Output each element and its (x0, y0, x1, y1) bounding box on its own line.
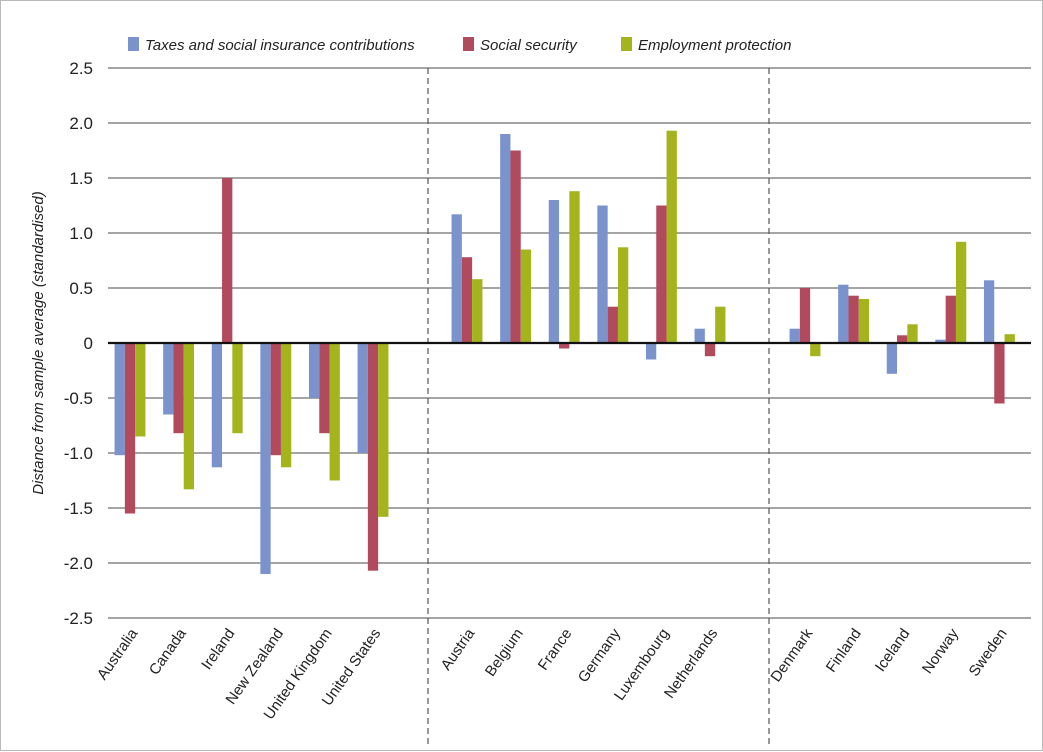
bar-iceland-series-1 (886, 343, 898, 374)
bar-australia-series-3 (135, 343, 146, 437)
y-tick-label: -1.0 (64, 444, 93, 463)
bar-canada-series-3 (183, 343, 195, 490)
bar-united-kingdom-series-1 (308, 343, 320, 398)
y-tick-label: 2.0 (69, 114, 93, 133)
bar-iceland-series-3 (907, 324, 918, 343)
bar-norway-series-2 (945, 295, 956, 343)
bar-norway-series-1 (935, 339, 946, 343)
y-axis-label: Distance from sample average (standardis… (30, 191, 47, 494)
y-tick-label: 0 (84, 334, 93, 353)
bar-belgium-series-2 (510, 150, 521, 343)
y-tick-label: -2.0 (64, 554, 93, 573)
bar-austria-series-2 (461, 257, 473, 343)
y-tick-label: -0.5 (64, 389, 93, 408)
bar-australia-series-1 (114, 343, 125, 456)
bar-united-kingdom-series-3 (329, 343, 340, 481)
bar-germany-series-2 (607, 306, 618, 343)
bar-australia-series-2 (124, 343, 136, 514)
bar-sweden-series-1 (983, 280, 995, 343)
bar-ireland-series-1 (211, 343, 223, 468)
bar-united-states-series-1 (357, 343, 368, 453)
legend-label: Social security (480, 37, 578, 54)
bar-ireland-series-2 (222, 178, 233, 343)
legend-swatch (621, 37, 632, 51)
x-category-label: Austria (438, 625, 479, 674)
bar-new-zealand-series-2 (270, 343, 281, 456)
bars (114, 130, 1015, 574)
bar-luxembourg-series-2 (656, 205, 667, 343)
bar-austria-series-1 (451, 214, 462, 343)
bar-netherlands-series-3 (715, 306, 726, 343)
x-category-label: Norway (919, 625, 962, 677)
bar-netherlands-series-1 (694, 328, 705, 343)
y-tick-label: 1.0 (69, 224, 93, 243)
legend: Taxes and social insurance contributions… (128, 37, 791, 54)
bar-france-series-1 (548, 200, 560, 343)
x-category-label: Belgium (482, 626, 527, 680)
y-tick-label: -1.5 (64, 499, 93, 518)
bar-canada-series-1 (163, 343, 174, 415)
bar-finland-series-1 (838, 284, 849, 343)
x-category-label: Australia (94, 625, 142, 683)
y-tick-label: 0.5 (69, 279, 93, 298)
bar-austria-series-3 (472, 279, 483, 343)
bar-ireland-series-3 (232, 343, 243, 434)
bar-united-states-series-3 (378, 343, 389, 517)
legend-label: Employment protection (638, 37, 791, 54)
bar-new-zealand-series-3 (280, 343, 292, 468)
bar-sweden-series-3 (1004, 334, 1015, 343)
group-separators (427, 68, 770, 746)
bar-finland-series-3 (858, 299, 870, 343)
bar-denmark-series-3 (810, 343, 821, 357)
bar-norway-series-3 (955, 241, 967, 343)
bar-germany-series-1 (597, 205, 608, 343)
y-axis-ticks: 2.5 2.0 1.5 1.0 0.5 0 -0.5 -1.0 -1.5 -2.0 -2.5 (64, 59, 93, 628)
x-category-label: Canada (146, 625, 190, 678)
bar-denmark-series-2 (799, 288, 811, 343)
bar-netherlands-series-2 (704, 343, 716, 357)
bar-new-zealand-series-1 (260, 343, 271, 574)
bar-luxembourg-series-3 (666, 130, 677, 343)
y-tick-label: 1.5 (69, 169, 93, 188)
x-category-label: Denmark (767, 625, 816, 685)
bar-sweden-series-2 (994, 343, 1005, 404)
bar-belgium-series-1 (500, 134, 511, 343)
x-category-label: Ireland (198, 626, 238, 673)
bar-germany-series-3 (617, 247, 629, 343)
bar-finland-series-2 (848, 295, 859, 343)
bar-france-series-3 (569, 191, 580, 343)
bar-canada-series-2 (173, 343, 184, 434)
x-category-label: Finland (823, 626, 865, 676)
bar-france-series-2 (559, 343, 570, 349)
bar-united-kingdom-series-2 (319, 343, 330, 434)
legend-label: Taxes and social insurance contributions (145, 37, 415, 54)
bar-iceland-series-2 (897, 335, 908, 343)
y-tick-label: 2.5 (69, 59, 93, 78)
bar-denmark-series-1 (789, 328, 800, 343)
x-category-label: Germany (575, 625, 625, 686)
x-category-label: Sweden (966, 626, 1011, 680)
bar-luxembourg-series-1 (645, 343, 657, 360)
x-category-label: France (535, 626, 576, 674)
legend-swatch (463, 37, 474, 51)
y-tick-label: -2.5 (64, 609, 93, 628)
bar-united-states-series-2 (367, 343, 379, 571)
legend-swatch (128, 37, 139, 51)
bar-belgium-series-3 (520, 249, 532, 343)
x-category-label: Iceland (872, 626, 914, 675)
